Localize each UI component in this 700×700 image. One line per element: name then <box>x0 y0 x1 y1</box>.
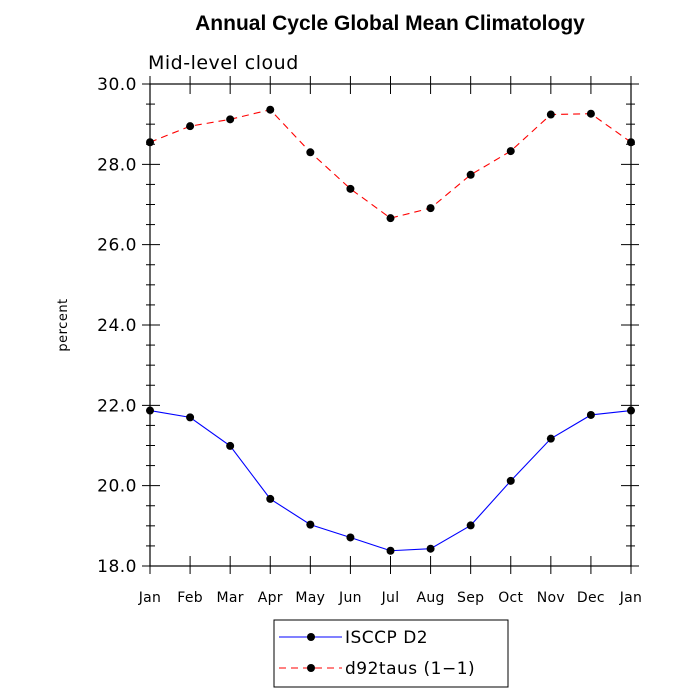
series-line-1 <box>149 109 632 219</box>
series-1-point <box>186 122 195 131</box>
x-tick-label: Jan <box>138 590 161 606</box>
series-1-point <box>386 214 395 223</box>
series-1-point <box>627 138 635 147</box>
series-1-point <box>426 204 435 213</box>
series-0-point <box>306 520 315 529</box>
y-tick-label: 24.0 <box>97 316 137 336</box>
y-tick-label: 18.0 <box>97 557 137 577</box>
series-0-point <box>426 544 435 553</box>
series-0-point <box>266 494 275 503</box>
legend-marker-0 <box>307 633 315 641</box>
series-1-point <box>346 184 355 193</box>
x-tick-label: Aug <box>416 590 444 606</box>
axis-ticks <box>142 76 639 574</box>
y-axis-label: percent <box>56 298 71 351</box>
series-0-point <box>586 410 595 419</box>
series-0-point <box>186 413 195 422</box>
series-0-point <box>466 521 475 530</box>
legend-label-1: d92taus (1−1) <box>345 659 475 679</box>
x-tick-label: Dec <box>577 590 605 606</box>
chart-subtitle: Mid-level cloud <box>148 52 299 74</box>
series-1-point <box>546 110 555 119</box>
y-tick-label: 22.0 <box>97 396 137 416</box>
series-1-point <box>306 148 315 157</box>
series-0-point <box>226 441 235 450</box>
series-1-point <box>466 170 475 179</box>
y-tick-label: 20.0 <box>97 477 137 497</box>
series-0-point <box>506 476 515 485</box>
series-1-point <box>146 138 154 147</box>
series-line-0 <box>149 410 632 552</box>
x-tick-label: Sep <box>457 590 484 606</box>
x-tick-label: Jun <box>338 590 362 606</box>
series-0-point <box>546 434 555 443</box>
chart-title: Annual Cycle Global Mean Climatology <box>195 12 585 35</box>
series-0-point <box>627 406 635 415</box>
legend: ISCCP D2 d92taus (1−1) <box>273 619 509 688</box>
x-tick-label: May <box>295 590 325 606</box>
series-0-point <box>346 533 355 542</box>
series-0-point <box>386 546 395 555</box>
x-tick-label: Nov <box>537 590 565 606</box>
y-tick-label: 28.0 <box>97 155 137 175</box>
series-1-point <box>586 109 595 118</box>
series-0-point <box>146 406 154 415</box>
series-1-point <box>506 147 515 156</box>
axis-tick-labels: 18.0 20.0 22.0 24.0 26.0 28.0 30.0 Jan Feb Mar Apr… <box>97 75 642 606</box>
x-tick-label: Oct <box>498 590 523 606</box>
y-tick-label: 30.0 <box>97 75 137 95</box>
legend-label-0: ISCCP D2 <box>345 628 428 648</box>
series-layer <box>146 105 635 555</box>
plot-frame <box>149 83 632 567</box>
x-tick-label: Jul <box>381 590 400 606</box>
x-tick-label: Feb <box>177 590 203 606</box>
series-1-point <box>226 115 235 124</box>
x-tick-label: Jan <box>619 590 642 606</box>
x-tick-label: Mar <box>217 590 244 606</box>
series-1-point <box>266 105 275 114</box>
x-tick-label: Apr <box>258 590 283 606</box>
legend-marker-1 <box>307 664 315 672</box>
y-tick-label: 26.0 <box>97 236 137 256</box>
legend-box <box>273 619 509 688</box>
